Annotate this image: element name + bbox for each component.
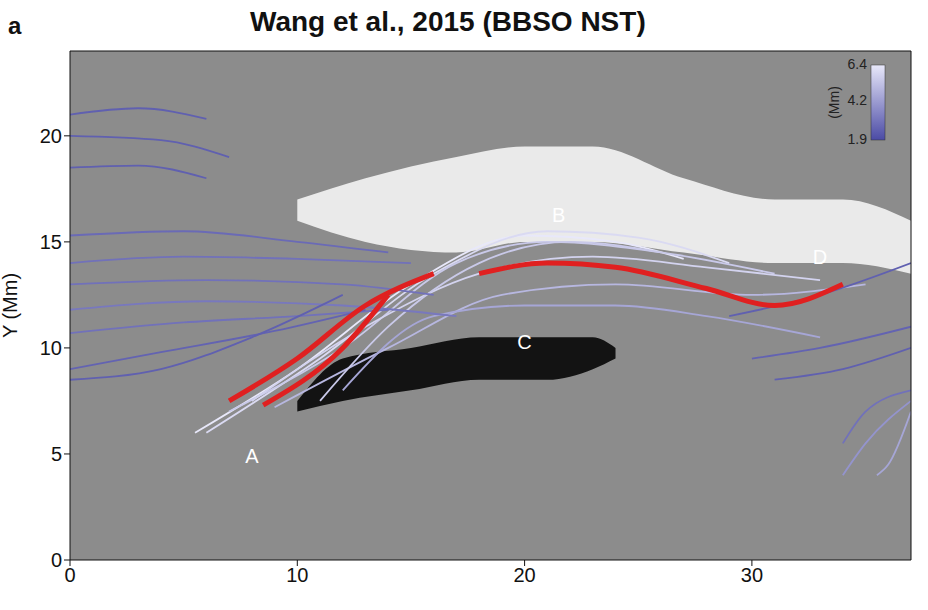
svg-text:(Mm): (Mm) — [826, 86, 842, 119]
svg-text:10: 10 — [286, 564, 308, 586]
svg-text:B: B — [552, 204, 565, 226]
svg-text:30: 30 — [741, 564, 763, 586]
svg-text:5: 5 — [51, 443, 62, 465]
svg-text:10: 10 — [40, 337, 62, 359]
svg-text:1.9: 1.9 — [848, 131, 868, 147]
svg-text:D: D — [813, 246, 827, 268]
svg-text:6.4: 6.4 — [848, 56, 868, 72]
svg-text:15: 15 — [40, 231, 62, 253]
html-text:a: a — [8, 12, 22, 39]
svg-text:20: 20 — [40, 125, 62, 147]
svg-text:C: C — [517, 331, 531, 353]
svg-text:20: 20 — [513, 564, 535, 586]
html-text:Wang et al., 2015 (BBSO NST): Wang et al., 2015 (BBSO NST) — [250, 6, 646, 37]
svg-text:Y (Mm): Y (Mm) — [0, 273, 21, 338]
svg-text:0: 0 — [64, 564, 75, 586]
svg-text:A: A — [245, 445, 259, 467]
svg-text:0: 0 — [51, 549, 62, 571]
svg-text:4.2: 4.2 — [848, 92, 868, 108]
